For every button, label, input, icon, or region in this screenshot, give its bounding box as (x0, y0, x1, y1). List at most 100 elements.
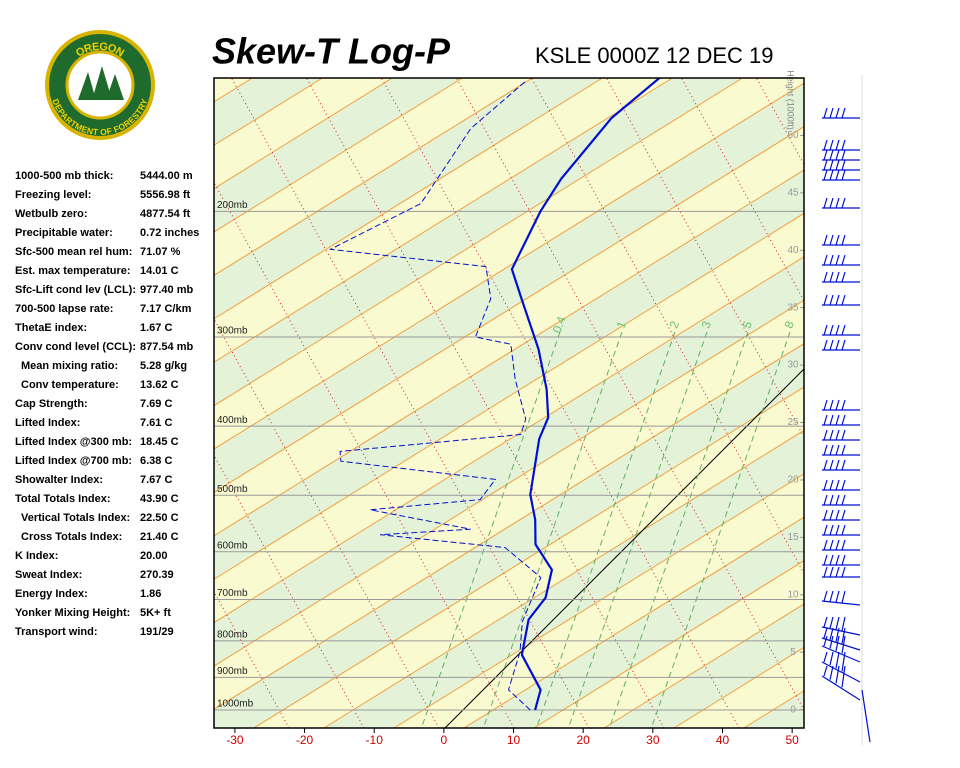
barb-feather (823, 414, 828, 426)
x-tick-label: -20 (296, 733, 314, 747)
barb-feather (841, 339, 846, 351)
barb-feather (823, 294, 828, 306)
barb-feather (823, 635, 828, 647)
mixing-ratio-label: 8 (782, 319, 798, 330)
index-label: 700-500 lapse rate: (15, 303, 113, 315)
barb-staff (821, 675, 861, 701)
barb-feather (841, 429, 846, 441)
barb-staff (861, 689, 871, 743)
index-value: 7.61 C (140, 417, 172, 429)
barb-feather (835, 234, 840, 246)
barb-feather (841, 414, 846, 426)
barb-feather (823, 139, 828, 151)
barb-feather (823, 197, 828, 209)
barb-feather (841, 479, 846, 491)
mixing-ratio-label: 1 (614, 319, 630, 330)
barb-feather (823, 616, 828, 628)
barb-feather (829, 414, 834, 426)
logo: OREGON DEPARTMENT OF FORESTRY (45, 30, 155, 140)
index-value: 1.67 C (140, 322, 172, 334)
barb-feather (841, 539, 846, 551)
orange-line (214, 212, 804, 580)
barb-feather (823, 149, 828, 161)
wind-barbs (821, 107, 871, 743)
barb-staff (821, 645, 861, 663)
index-value: 21.40 C (140, 531, 179, 543)
index-value: 14.01 C (140, 265, 179, 277)
barb-feather (829, 339, 834, 351)
mixing-ratio-label: 5 (740, 319, 756, 330)
logo-top-text: OREGON (74, 41, 126, 60)
plot-overlay: 0.4 1 2 3 5 81000mb900mb800mb700mb600mb500mb4… (217, 70, 804, 747)
x-tick-label: 40 (716, 733, 730, 747)
barb-feather (823, 590, 828, 602)
barb-feather (823, 539, 828, 551)
plot-area (214, 78, 804, 728)
mixing-ratio-label: 3 (699, 319, 715, 330)
barb-feather (841, 494, 846, 506)
index-label: Total Totals Index: (15, 493, 111, 505)
index-label: Wetbulb zero: (15, 208, 88, 220)
y2-tick-label: 10 (787, 589, 799, 600)
barb-feather (841, 399, 846, 411)
barb-feather (835, 616, 840, 630)
barb-feather (835, 197, 840, 209)
y-tick-label: 600mb (217, 540, 248, 551)
barb-feather (835, 399, 840, 411)
barb-feather (823, 339, 828, 351)
dewpoint-profile (328, 80, 542, 711)
y2-tick-label: 25 (787, 417, 799, 428)
y2-tick-label: 40 (787, 245, 799, 256)
barb-feather (829, 635, 834, 649)
barb-feather (823, 651, 828, 663)
x-tick-label: 30 (646, 733, 660, 747)
barb-feather (823, 554, 828, 566)
index-value: 13.62 C (140, 379, 179, 391)
orange-line (533, 560, 804, 728)
barb-staff (821, 661, 861, 683)
index-label: Conv temperature: (21, 379, 119, 391)
y-tick-label: 900mb (217, 666, 248, 677)
x-tick-label: 20 (577, 733, 591, 747)
barb-feather (823, 234, 828, 246)
index-value: 5444.00 m (140, 170, 193, 182)
barb-feather (829, 554, 834, 566)
background-band (214, 300, 804, 710)
barb-staff (821, 626, 861, 636)
barb-feather (841, 234, 846, 246)
x-tick-label: 10 (507, 733, 521, 747)
barb-feather (823, 566, 828, 578)
barb-feather (835, 339, 840, 351)
index-value: 1.86 (140, 588, 161, 600)
barb-feather (823, 627, 828, 639)
x-tick-label: -30 (226, 733, 244, 747)
index-value: 270.39 (140, 569, 174, 581)
chart-subtitle: KSLE 0000Z 12 DEC 19 (535, 43, 773, 68)
chart-title: Skew-T Log-P (212, 31, 451, 72)
barb-feather (835, 651, 840, 669)
background-band (214, 256, 804, 666)
barb-feather (841, 651, 846, 672)
y2-tick-label: 20 (787, 475, 799, 486)
barb-feather (829, 294, 834, 306)
barb-feather (841, 665, 846, 688)
background-band (214, 126, 804, 536)
orange-line (214, 78, 743, 407)
index-label: 1000-500 mb thick: (15, 170, 113, 182)
index-label: Transport wind: (15, 626, 98, 638)
barb-feather (835, 627, 840, 642)
index-value: 877.54 mb (140, 341, 193, 353)
orange-line (214, 343, 804, 710)
y2-tick-label: 35 (787, 302, 799, 313)
barb-feather (835, 149, 840, 161)
index-value: 191/29 (140, 626, 174, 638)
barb-feather (829, 444, 834, 456)
barb-feather (841, 254, 846, 266)
index-label: K Index: (15, 550, 58, 562)
barb-feather (829, 479, 834, 491)
background-band (214, 343, 804, 728)
barb-feather (841, 459, 846, 471)
index-value: 4877.54 ft (140, 208, 190, 220)
index-value: 22.50 C (140, 512, 179, 524)
barb-feather (829, 566, 834, 578)
